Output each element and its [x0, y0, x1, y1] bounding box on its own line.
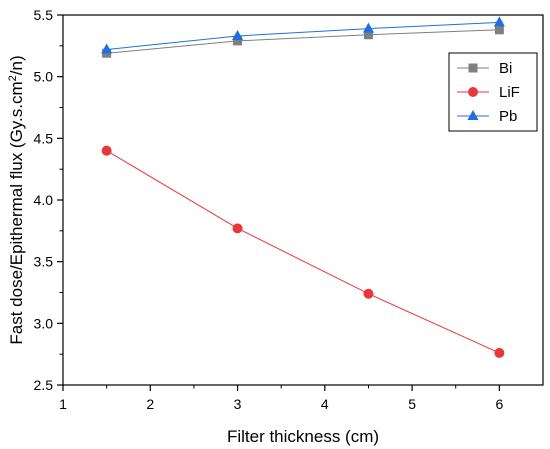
series-pb-point	[362, 22, 374, 33]
legend-label: Bi	[499, 60, 512, 77]
series-lif-point	[363, 288, 374, 299]
series-bi-point	[494, 25, 504, 35]
y-axis-title-superscript: 2	[7, 75, 19, 81]
series-bi-point	[363, 30, 373, 40]
legend-label: Pb	[499, 108, 517, 125]
y-axis-title-unit: /n)	[7, 55, 26, 75]
y-tick-label: 3.5	[34, 254, 54, 270]
plot-frame	[62, 14, 544, 386]
y-axis-title-main: Fast dose/Epithermal flux (Gy.s.cm	[7, 81, 26, 344]
x-axis-ticks: 1 2 3 4 5 6	[59, 385, 503, 412]
legend-item-pb: Pb	[457, 108, 517, 125]
legend-item-bi: Bi	[457, 60, 512, 77]
series-lif	[101, 145, 505, 358]
x-axis-title: Filter thickness (cm)	[227, 427, 379, 446]
series-lif-point	[494, 347, 505, 358]
x-tick-label: 3	[234, 396, 242, 412]
series-pb-point	[232, 29, 244, 40]
series-bi-line	[106, 29, 500, 54]
y-axis-title: Fast dose/Epithermal flux (Gy.s.cm2/n)	[7, 55, 26, 344]
y-tick-label: 2.5	[34, 377, 54, 393]
y-tick-label: 4.0	[34, 192, 54, 208]
series-lif-point	[232, 223, 243, 234]
y-tick-label: 5.0	[34, 69, 54, 85]
legend-label: LiF	[499, 84, 520, 101]
y-tick-label: 5.5	[34, 7, 54, 23]
series-pb-line	[106, 21, 500, 51]
legend-marker	[468, 63, 478, 73]
y-axis-ticks: 2.5 3.0 3.5 4.0 4.5 5.0 5.5	[34, 7, 63, 393]
legend-marker	[467, 110, 479, 120]
x-tick-label: 4	[321, 396, 329, 412]
series-bi	[102, 25, 504, 58]
x-tick-label: 2	[146, 396, 154, 412]
series-layer	[101, 16, 505, 358]
series-pb	[101, 16, 505, 54]
legend-item-lif: LiF	[457, 84, 520, 101]
series-pb-point	[493, 16, 505, 27]
x-tick-label: 5	[408, 396, 416, 412]
y-tick-label: 3.0	[34, 315, 54, 331]
series-lif-point	[101, 145, 112, 156]
series-lif-line	[106, 150, 500, 354]
y-tick-label: 4.5	[34, 130, 54, 146]
legend: Bi LiF Pb	[448, 52, 538, 132]
x-tick-label: 6	[495, 396, 503, 412]
series-pb-point	[101, 43, 113, 54]
x-tick-label: 1	[59, 396, 67, 412]
legend-marker	[468, 87, 478, 97]
series-bi-point	[233, 36, 243, 46]
